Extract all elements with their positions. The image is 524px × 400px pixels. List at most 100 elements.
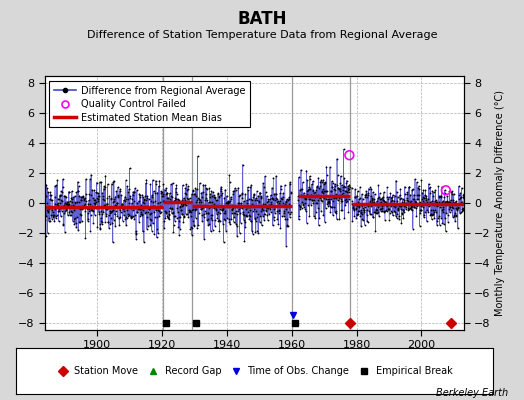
Point	[98, 189, 106, 196]
Point	[194, 195, 202, 202]
Point	[264, 196, 272, 203]
Point	[223, 200, 232, 206]
Point	[103, 181, 112, 187]
Point	[127, 214, 135, 221]
Point	[312, 186, 321, 193]
Point	[89, 195, 97, 201]
Point	[269, 214, 278, 220]
Point	[390, 192, 399, 199]
Point	[345, 184, 354, 190]
Point	[273, 216, 281, 222]
Point	[340, 146, 348, 153]
Point	[407, 206, 416, 212]
Point	[74, 188, 83, 194]
Point	[294, 193, 302, 199]
Point	[226, 196, 235, 202]
Point	[386, 200, 394, 206]
Point	[209, 189, 217, 195]
Point	[187, 224, 195, 230]
Point	[112, 188, 121, 195]
Point	[216, 206, 224, 212]
Point	[165, 216, 173, 223]
Point	[92, 179, 101, 186]
Point	[358, 216, 367, 222]
Point	[373, 206, 381, 213]
Point	[373, 202, 381, 209]
Point	[239, 216, 248, 223]
Point	[326, 209, 334, 215]
Point	[192, 186, 201, 192]
Point	[269, 222, 277, 229]
Point	[276, 198, 284, 204]
Point	[302, 167, 311, 174]
Point	[101, 202, 109, 208]
Point	[414, 196, 422, 202]
Point	[179, 201, 187, 208]
Point	[111, 223, 119, 229]
Point	[261, 200, 269, 207]
Point	[392, 202, 400, 208]
Point	[376, 208, 385, 214]
Point	[431, 199, 440, 206]
Point	[364, 189, 373, 196]
Point	[334, 184, 342, 191]
Point	[220, 239, 228, 245]
Point	[408, 187, 416, 193]
Point	[100, 202, 108, 208]
Point	[201, 182, 209, 188]
Point	[185, 208, 193, 215]
Point	[107, 209, 116, 216]
Point	[121, 216, 129, 222]
Point	[324, 199, 333, 205]
Point	[166, 205, 174, 211]
Point	[154, 230, 162, 236]
Point	[443, 200, 451, 206]
Point	[44, 208, 52, 215]
Point	[412, 213, 421, 219]
Point	[425, 190, 434, 196]
Point	[87, 207, 95, 213]
Point	[394, 194, 402, 200]
Point	[41, 210, 49, 217]
Point	[343, 189, 351, 195]
Point	[441, 198, 450, 205]
Point	[332, 195, 341, 202]
Point	[307, 191, 315, 198]
Point	[329, 180, 337, 186]
Point	[354, 208, 363, 214]
Point	[422, 218, 431, 224]
Point	[176, 203, 184, 209]
Point	[438, 199, 446, 205]
Point	[374, 195, 382, 202]
Point	[106, 204, 114, 210]
Point	[222, 202, 231, 209]
Point	[231, 203, 239, 210]
Point	[334, 197, 342, 204]
Point	[50, 200, 59, 207]
Point	[57, 213, 65, 220]
Point	[408, 203, 417, 209]
Point	[281, 200, 289, 207]
Point	[151, 207, 160, 214]
Point	[284, 222, 292, 229]
Point	[250, 190, 258, 197]
Point	[156, 210, 164, 216]
Point	[418, 202, 426, 208]
Point	[365, 207, 373, 214]
Point	[296, 187, 304, 193]
Point	[362, 191, 370, 198]
Point	[56, 192, 64, 198]
Point	[328, 184, 336, 190]
Point	[198, 218, 206, 224]
Point	[193, 196, 201, 203]
Point	[165, 212, 173, 218]
Point	[48, 216, 56, 222]
Point	[419, 193, 427, 200]
Point	[208, 193, 216, 200]
Point	[430, 215, 439, 221]
Point	[265, 211, 273, 218]
Point	[438, 206, 446, 213]
Point	[179, 201, 188, 208]
Point	[137, 206, 145, 212]
Point	[79, 205, 87, 211]
